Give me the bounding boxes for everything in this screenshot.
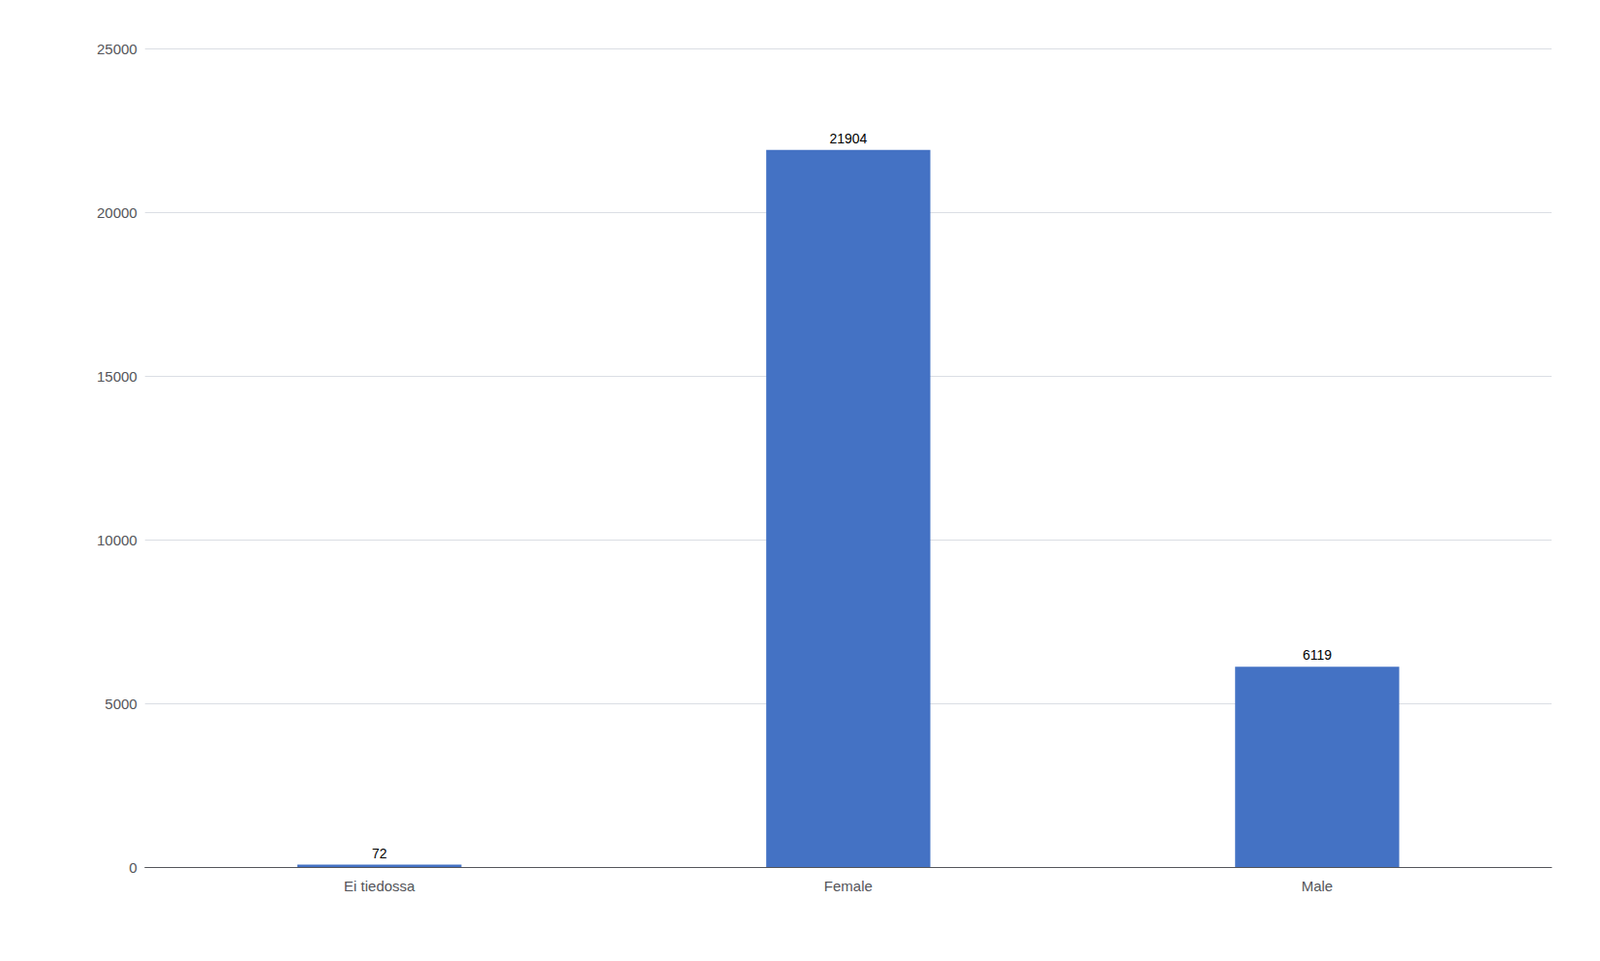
svg-text:10000: 10000 [96, 531, 138, 549]
svg-text:72: 72 [371, 845, 388, 862]
svg-text:Ei tiedossa: Ei tiedossa [343, 877, 416, 894]
svg-text:Male: Male [1301, 877, 1334, 894]
svg-text:5000: 5000 [104, 695, 137, 712]
svg-text:21904: 21904 [829, 130, 867, 147]
svg-text:20000: 20000 [96, 204, 138, 221]
svg-text:Female: Female [824, 877, 873, 894]
svg-text:6119: 6119 [1302, 646, 1332, 663]
svg-text:25000: 25000 [96, 40, 138, 58]
svg-text:15000: 15000 [96, 368, 138, 385]
svg-text:0: 0 [128, 859, 137, 876]
